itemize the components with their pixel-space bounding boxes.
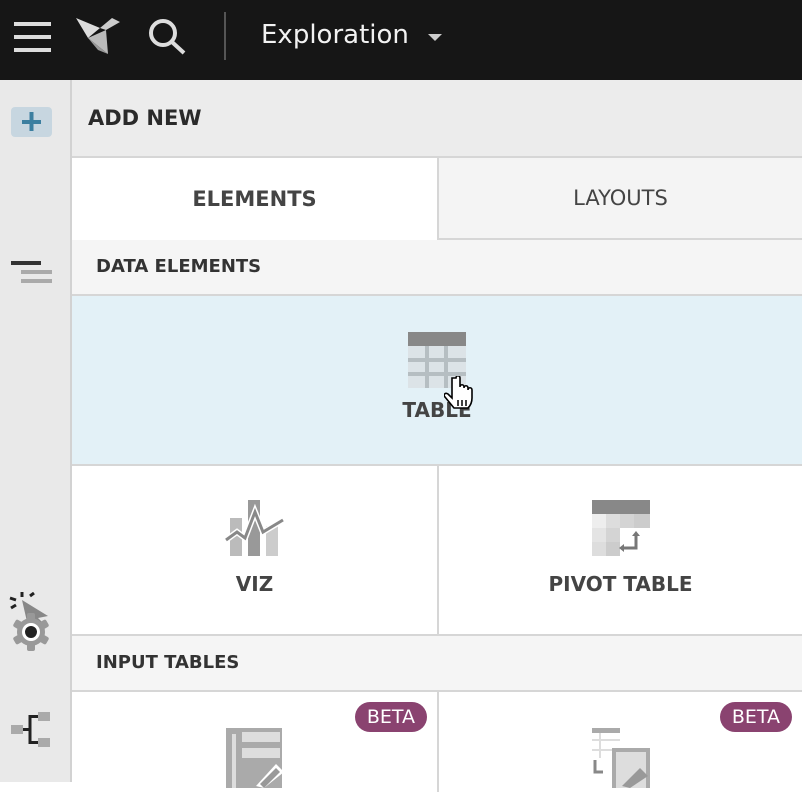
input-table-icon [225,728,284,788]
section-header-data-elements: DATA ELEMENTS [72,240,802,296]
settings-icon[interactable] [11,612,51,652]
sidebar [0,80,72,782]
add-new-panel: ADD NEW ELEMENTS LAYOUTS DATA ELEMENTS T… [72,80,802,792]
divider [224,12,226,60]
add-button[interactable] [11,107,52,137]
section-header-input-tables: INPUT TABLES [72,636,802,692]
viz-icon [224,500,285,556]
linked-input-table-icon [591,728,650,788]
tab-elements[interactable]: ELEMENTS [72,158,437,240]
tile-label: VIZ [235,572,274,596]
pivot-table-element-tile[interactable]: PIVOT TABLE [437,466,802,636]
panel-header: ADD NEW [72,80,802,158]
logo-icon[interactable] [76,16,122,56]
tab-layouts[interactable]: LAYOUTS [437,158,802,240]
workbook-title[interactable]: Exploration [261,20,409,50]
beta-badge: BETA [354,702,427,732]
input-table-tile[interactable]: BETA [72,692,437,792]
linked-input-table-tile[interactable]: BETA [437,692,802,792]
caret-down-icon[interactable] [428,34,442,41]
beta-badge: BETA [719,702,792,732]
outline-icon[interactable] [10,261,52,291]
top-bar: Exploration [0,0,802,80]
search-icon[interactable] [148,18,188,56]
lineage-icon[interactable] [10,710,52,748]
table-element-tile[interactable]: TABLE [72,296,802,466]
viz-element-tile[interactable]: VIZ [72,466,437,636]
pivot-table-icon [591,500,650,556]
add-icon [22,112,41,131]
hand-cursor-icon [444,376,473,409]
menu-icon[interactable] [14,22,52,52]
tile-label: PIVOT TABLE [548,572,693,596]
